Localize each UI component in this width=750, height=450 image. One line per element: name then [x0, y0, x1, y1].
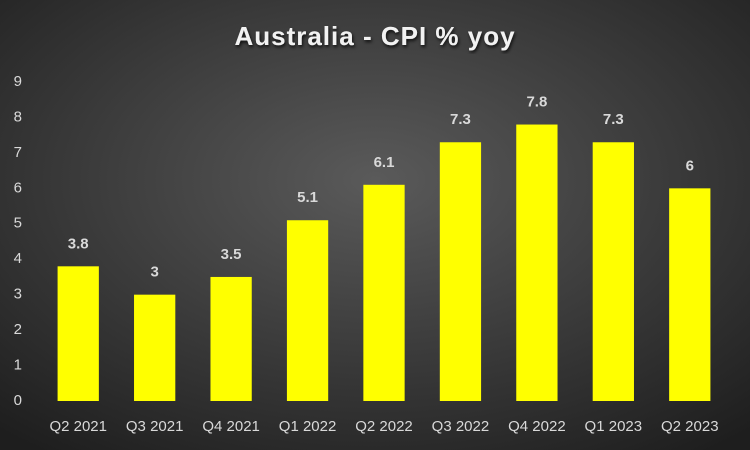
y-tick-label: 5	[14, 215, 22, 232]
y-tick-label: 2	[14, 321, 22, 338]
bar	[516, 124, 558, 402]
x-tick-label: Q2 2023	[661, 418, 719, 435]
bar	[210, 276, 252, 401]
y-tick-label: 8	[14, 108, 22, 125]
x-tick-label: Q3 2022	[432, 418, 490, 435]
value-label: 6.1	[374, 154, 395, 171]
x-tick-label: Q3 2021	[126, 418, 184, 435]
x-tick-label: Q1 2023	[585, 418, 643, 435]
x-tick-label: Q2 2021	[49, 418, 107, 435]
value-label: 5.1	[297, 189, 318, 206]
x-tick-label: Q1 2022	[279, 418, 337, 435]
y-tick-label: 0	[14, 392, 22, 409]
value-label: 3	[150, 264, 158, 281]
chart-title: Australia - CPI % yoy	[234, 21, 515, 51]
bar	[439, 142, 482, 401]
x-tick-label: Q4 2022	[508, 418, 566, 435]
bar	[57, 266, 99, 401]
y-tick-label: 6	[14, 179, 22, 196]
bar	[363, 184, 405, 401]
value-label: 7.3	[450, 111, 471, 128]
y-tick-label: 4	[14, 250, 22, 267]
bar	[286, 220, 329, 401]
y-tick-label: 1	[14, 357, 22, 374]
bar	[592, 142, 634, 401]
value-label: 7.3	[603, 111, 624, 128]
value-label: 3.8	[68, 235, 89, 252]
x-tick-label: Q2 2022	[355, 418, 413, 435]
y-tick-label: 7	[14, 144, 22, 161]
value-label: 3.5	[221, 246, 242, 263]
bar	[669, 188, 711, 401]
bar	[134, 294, 176, 401]
y-tick-label: 9	[14, 73, 22, 90]
y-tick-label: 3	[14, 286, 22, 303]
x-tick-label: Q4 2021	[202, 418, 260, 435]
value-label: 7.8	[526, 94, 547, 111]
value-label: 6	[686, 157, 694, 174]
